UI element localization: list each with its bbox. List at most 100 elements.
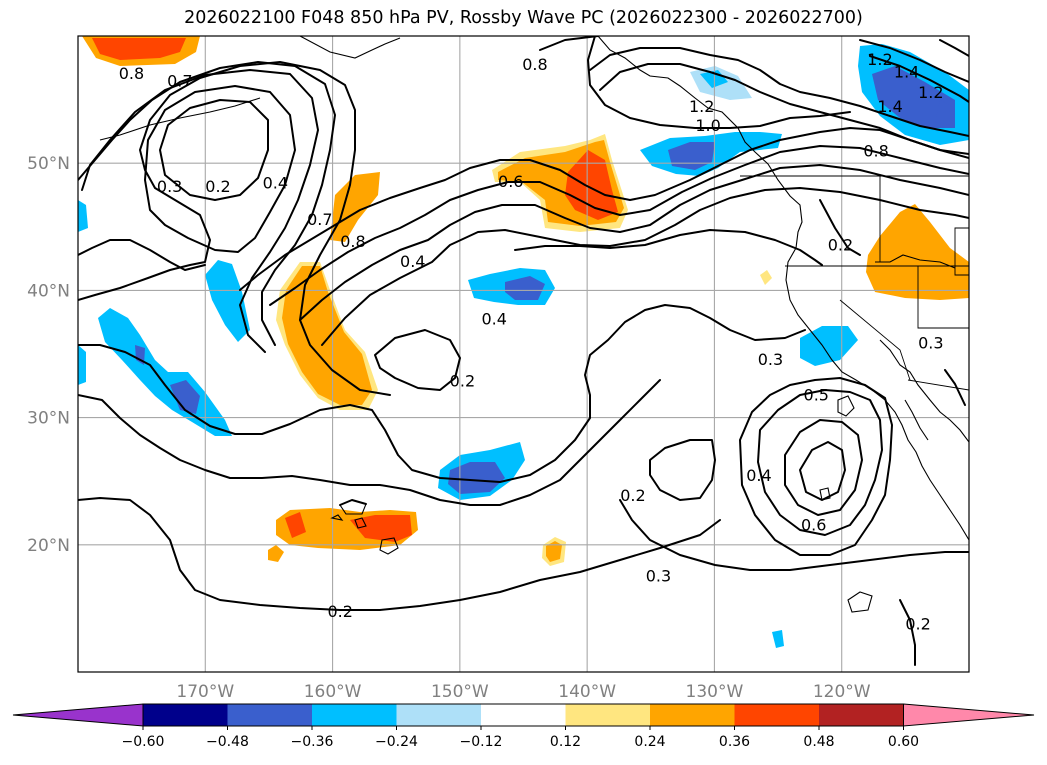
contour-label: 0.4 [746, 466, 771, 485]
colorbar-segment [396, 704, 481, 726]
contour-line [869, 55, 969, 103]
latitude-label: 40°N [27, 281, 70, 301]
positive-anomaly-region [92, 38, 186, 60]
map-frame [77, 35, 970, 673]
contour-line [299, 164, 969, 321]
positive-anomaly-region [330, 172, 380, 242]
colorbar-segment [481, 704, 566, 726]
contour-line [78, 497, 721, 611]
negative-anomaly-region [98, 308, 232, 436]
longitude-label: 150°W [431, 682, 489, 702]
contour-line [374, 329, 461, 391]
contour-label: 0.5 [804, 386, 829, 405]
positive-anomaly-region [546, 541, 562, 562]
contour-label: 1.0 [695, 116, 720, 135]
contour-line [239, 127, 969, 291]
pv-contours [78, 36, 969, 666]
contour-label: 1.4 [894, 63, 919, 82]
longitude-label: 140°W [558, 682, 616, 702]
latitude-label: 20°N [27, 536, 70, 556]
colorbar-segment [312, 704, 397, 726]
negative-anomaly-region [205, 260, 250, 342]
positive-anomaly-region [268, 545, 284, 562]
negative-anomaly-region [78, 200, 88, 232]
longitude-label: 120°W [813, 682, 871, 702]
contour-label: 0.6 [801, 515, 826, 534]
negative-anomaly-region [872, 66, 955, 128]
contour-label: 0.4 [481, 309, 506, 328]
longitude-label: 170°W [176, 682, 234, 702]
contour-label: 1.4 [877, 97, 902, 116]
map-title: 2026022100 F048 850 hPa PV, Rossby Wave … [184, 8, 863, 28]
contour-line [514, 229, 823, 266]
positive-anomaly-region [350, 515, 412, 542]
map-gridlines [78, 36, 969, 672]
contour-line [799, 441, 846, 501]
contour-line [159, 99, 269, 201]
contour-line [587, 36, 851, 129]
colorbar-segment [650, 704, 735, 726]
longitude-label: 160°W [304, 682, 362, 702]
contour-line [269, 145, 969, 306]
positive-anomaly-region [866, 204, 969, 300]
contour-label: 0.2 [205, 177, 230, 196]
contour-label: 0.3 [918, 334, 943, 353]
contour-line [739, 377, 893, 556]
negative-anomaly-region [935, 100, 955, 125]
contour-line [78, 61, 336, 346]
contour-label: 1.2 [867, 50, 892, 69]
contour-label: 0.2 [828, 236, 853, 255]
contour-label: 0.8 [119, 64, 144, 83]
contour-line [619, 499, 969, 571]
contour-label: 1.2 [918, 83, 943, 102]
contour-line [649, 439, 716, 501]
contour-labels: 0.8 0.70.81.21.01.21.41.21.40.80.3 0.2 0.40… [119, 50, 944, 634]
longitude-label: 130°W [686, 682, 744, 702]
colorbar-tick-label: 0.12 [550, 734, 581, 750]
pv-anomaly-shading [78, 36, 969, 648]
contour-label: 0.2 [450, 372, 475, 391]
colorbar-segment [819, 704, 904, 726]
contour-line [757, 389, 883, 536]
colorbar-segment [565, 704, 650, 726]
contour-line [819, 199, 861, 256]
colorbar-extend-high [903, 703, 1035, 727]
colorbar-tick-label: −0.12 [460, 734, 503, 750]
colorbar-tick-label: −0.24 [375, 734, 418, 750]
contour-label: 0.3 [157, 177, 182, 196]
contour-line [144, 85, 296, 253]
contour-line [899, 599, 916, 666]
contour-label: 0.2 [905, 615, 930, 634]
contour-line [784, 419, 863, 516]
contour-label: 0.8 [522, 55, 547, 74]
contour-line [589, 47, 969, 137]
contour-label: 0.2 [620, 486, 645, 505]
latitude-labels: 50°N 40°N 30°N 20°N [27, 154, 70, 556]
contour-line [944, 369, 966, 406]
contour-line [78, 239, 206, 271]
colorbar-tick-label: 0.48 [803, 734, 834, 750]
colorbar-extend-low [12, 703, 144, 727]
colorbar-tick-label: −0.48 [206, 734, 249, 750]
contour-line [339, 499, 367, 506]
negative-anomaly-region [448, 462, 505, 494]
negative-anomaly-region [505, 276, 545, 300]
negative-anomaly-region [78, 345, 86, 385]
contour-label: 0.4 [263, 173, 288, 192]
colorbar-segment [143, 704, 228, 726]
contour-label: 0.4 [400, 252, 425, 271]
colorbar-segment [227, 704, 312, 726]
colorbar-tick-label: 0.24 [634, 734, 665, 750]
coastlines [99, 36, 969, 613]
negative-anomaly-region [800, 326, 858, 366]
longitude-labels: 170°W 160°W 150°W 140°W 130°W 120°W [176, 682, 870, 702]
contour-label: 1.2 [689, 97, 714, 116]
contour-line [859, 39, 969, 83]
colorbar-tick-label: 0.60 [888, 734, 919, 750]
colorbar [12, 703, 1035, 727]
contour-line [939, 39, 969, 57]
colorbar-tick-label: −0.36 [291, 734, 334, 750]
contour-label: 0.8 [863, 141, 888, 160]
colorbar-outline [142, 703, 904, 727]
